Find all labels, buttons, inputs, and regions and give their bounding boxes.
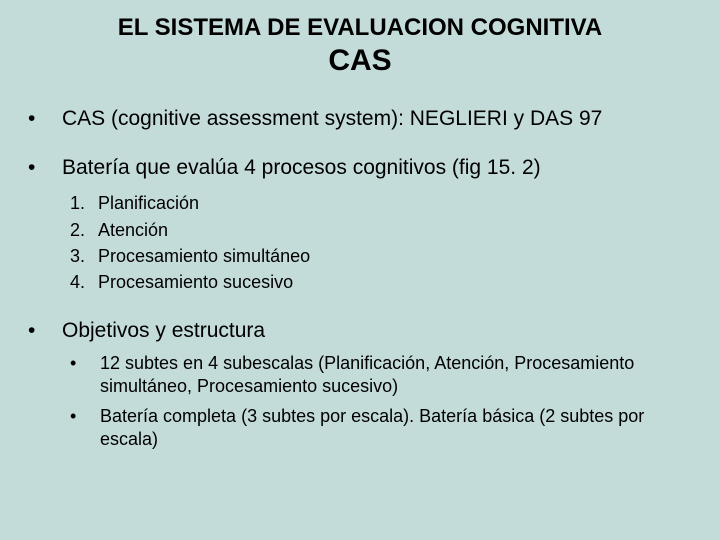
numbered-list: 1.Planificación 2.Atención 3.Procesamien… — [70, 191, 692, 294]
bullet-text: CAS (cognitive assessment system): NEGLI… — [62, 105, 602, 132]
bullet-item: • CAS (cognitive assessment system): NEG… — [28, 105, 692, 132]
bullet-text: Objetivos y estructura — [62, 317, 265, 344]
number-marker: 4. — [70, 270, 98, 294]
slide: EL SISTEMA DE EVALUACION COGNITIVA CAS •… — [0, 0, 720, 540]
title-block: EL SISTEMA DE EVALUACION COGNITIVA CAS — [28, 14, 692, 79]
numbered-item: 3.Procesamiento simultáneo — [70, 244, 692, 268]
bullet-marker: • — [28, 105, 62, 132]
numbered-text: Planificación — [98, 191, 199, 215]
bullet-marker: • — [70, 352, 100, 399]
sub-bullet-text: Batería completa (3 subtes por escala). … — [100, 405, 692, 452]
bullet-marker: • — [70, 405, 100, 452]
numbered-item: 1.Planificación — [70, 191, 692, 215]
bullet-item: • Objetivos y estructura •12 subtes en 4… — [28, 317, 692, 452]
bullet-list: • CAS (cognitive assessment system): NEG… — [28, 105, 692, 452]
numbered-item: 4.Procesamiento sucesivo — [70, 270, 692, 294]
numbered-text: Atención — [98, 218, 168, 242]
bullet-item: • Batería que evalúa 4 procesos cognitiv… — [28, 154, 692, 294]
numbered-text: Procesamiento sucesivo — [98, 270, 293, 294]
bullet-marker: • — [28, 317, 62, 344]
number-marker: 1. — [70, 191, 98, 215]
bullet-marker: • — [28, 154, 62, 181]
sub-bullet-text: 12 subtes en 4 subescalas (Planificación… — [100, 352, 692, 399]
number-marker: 2. — [70, 218, 98, 242]
numbered-text: Procesamiento simultáneo — [98, 244, 310, 268]
title-line-2: CAS — [48, 43, 672, 79]
sub-bullet-item: •Batería completa (3 subtes por escala).… — [70, 405, 692, 452]
bullet-text: Batería que evalúa 4 procesos cognitivos… — [62, 154, 541, 181]
numbered-item: 2.Atención — [70, 218, 692, 242]
title-line-1: EL SISTEMA DE EVALUACION COGNITIVA — [48, 14, 672, 43]
sub-bullet-item: •12 subtes en 4 subescalas (Planificació… — [70, 352, 692, 399]
number-marker: 3. — [70, 244, 98, 268]
sub-bullet-list: •12 subtes en 4 subescalas (Planificació… — [70, 352, 692, 452]
